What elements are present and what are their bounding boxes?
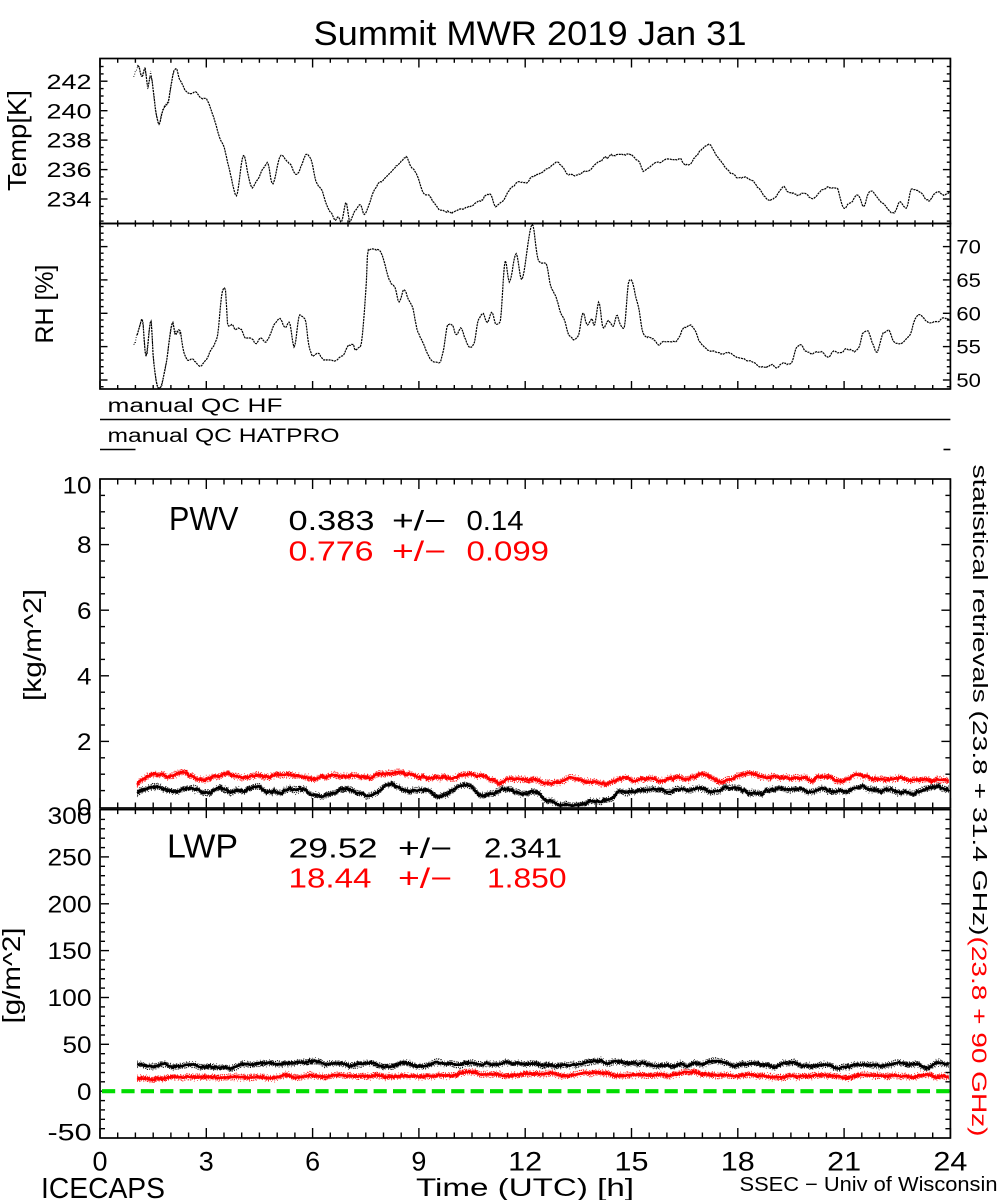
svg-text:100: 100 — [48, 985, 92, 1012]
svg-text:3: 3 — [199, 1147, 214, 1177]
svg-text:[g/m^2]: [g/m^2] — [0, 928, 26, 1024]
svg-text:SSEC − Univ of Wisconsin: SSEC − Univ of Wisconsin — [740, 1174, 998, 1196]
svg-text:238: 238 — [47, 130, 92, 153]
svg-text:0: 0 — [77, 795, 92, 822]
svg-text:60: 60 — [956, 304, 981, 325]
svg-text:0.383+/−0.14: 0.383 +/− 0.14 — [289, 505, 524, 536]
svg-text:12: 12 — [508, 1147, 542, 1177]
svg-text:4: 4 — [77, 663, 92, 690]
svg-text:0: 0 — [77, 1079, 92, 1106]
svg-text:manual QC HATPRO: manual QC HATPRO — [108, 426, 340, 447]
svg-text:PWV: PWV — [169, 500, 239, 537]
svg-text:8: 8 — [77, 532, 92, 559]
svg-text:Temp[K]: Temp[K] — [2, 90, 32, 191]
svg-text:150: 150 — [48, 938, 92, 965]
svg-text:70: 70 — [956, 238, 981, 259]
svg-text:10: 10 — [63, 473, 92, 500]
svg-text:55: 55 — [956, 338, 981, 359]
svg-text:statistical retrievals (23.8 +: statistical retrievals (23.8 + 31.4 GHz) — [968, 465, 990, 936]
svg-text:2: 2 — [77, 729, 92, 756]
svg-text:240: 240 — [47, 100, 92, 123]
svg-text:0.776+/−0.099: 0.776 +/− 0.099 — [289, 536, 550, 567]
svg-text:Summit MWR 2019 Jan 31: Summit MWR 2019 Jan 31 — [314, 15, 747, 53]
svg-text:250: 250 — [48, 845, 92, 872]
svg-text:ICECAPS: ICECAPS — [41, 1173, 165, 1200]
svg-text:21: 21 — [827, 1147, 861, 1177]
svg-text:RH [%]: RH [%] — [31, 265, 59, 344]
svg-text:18: 18 — [721, 1147, 755, 1177]
svg-text:50: 50 — [956, 371, 981, 392]
svg-text:29.52+/−2.341: 29.52 +/− 2.341 — [289, 833, 563, 864]
svg-text:18.44+/−1.850: 18.44 +/− 1.850 — [289, 863, 567, 894]
svg-text:LWP: LWP — [167, 828, 238, 865]
svg-text:234: 234 — [47, 189, 92, 212]
svg-text:(23.8 + 90 GHz): (23.8 + 90 GHz) — [967, 937, 990, 1137]
svg-text:236: 236 — [47, 159, 92, 182]
svg-text:6: 6 — [305, 1147, 320, 1177]
svg-text:9: 9 — [411, 1147, 426, 1177]
svg-text:15: 15 — [615, 1147, 649, 1177]
svg-text:50: 50 — [63, 1032, 92, 1059]
svg-text:242: 242 — [47, 71, 92, 94]
svg-text:Time (UTC) [h]: Time (UTC) [h] — [416, 1174, 634, 1200]
svg-text:24: 24 — [933, 1147, 967, 1177]
svg-text:6: 6 — [77, 598, 92, 625]
svg-text:300: 300 — [48, 803, 92, 830]
svg-text:manual QC HF: manual QC HF — [108, 396, 283, 417]
svg-text:200: 200 — [48, 891, 92, 918]
svg-text:65: 65 — [956, 271, 981, 292]
svg-text:0: 0 — [93, 1147, 108, 1177]
svg-text:-50: -50 — [48, 1120, 92, 1147]
svg-text:[kg/m^2]: [kg/m^2] — [19, 589, 47, 701]
